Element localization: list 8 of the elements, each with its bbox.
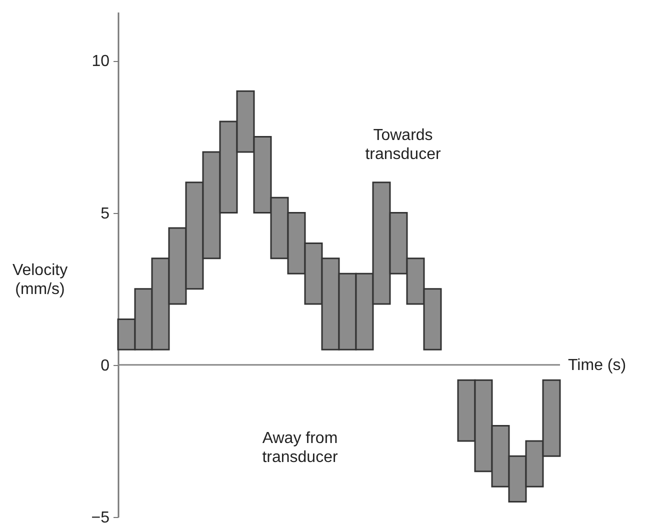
y-tick-label: 5	[100, 205, 110, 222]
y-axis-title: Velocity (mm/s)	[12, 262, 68, 298]
annotation: Towards transducer	[365, 127, 442, 163]
y-tick-label: −5	[91, 510, 110, 526]
y-tick-label: 0	[100, 357, 110, 374]
x-axis-title: Time (s)	[568, 356, 626, 374]
y-tick-label: 10	[92, 53, 110, 70]
annotation: Away from transducer	[262, 430, 338, 466]
